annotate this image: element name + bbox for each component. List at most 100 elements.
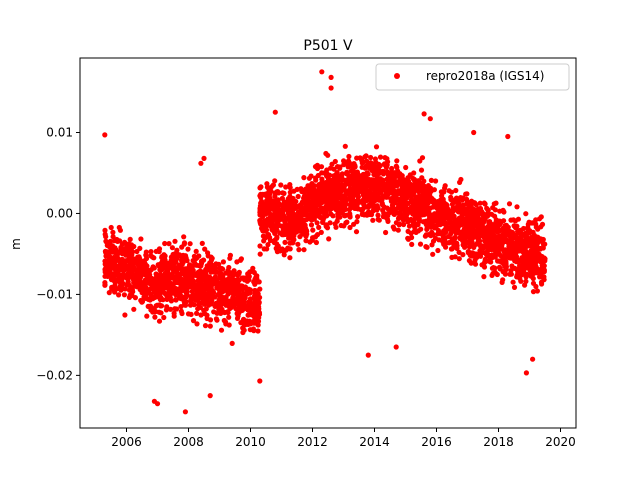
- data-point: [311, 191, 317, 198]
- data-point: [349, 168, 355, 174]
- data-point: [534, 288, 541, 294]
- data-point: [439, 210, 445, 216]
- data-point: [409, 218, 416, 225]
- data-point: [137, 245, 143, 251]
- data-point: [261, 225, 267, 231]
- data-point: [344, 219, 350, 225]
- data-point: [208, 257, 214, 263]
- data-point: [113, 268, 119, 274]
- data-point: [285, 196, 291, 202]
- data-point: [301, 195, 307, 201]
- data-point: [416, 216, 422, 222]
- data-point: [202, 323, 209, 329]
- data-point: [321, 214, 327, 220]
- data-point: [537, 274, 543, 280]
- data-point: [441, 235, 447, 241]
- data-point: [274, 197, 280, 203]
- data-point: [485, 234, 491, 240]
- data-point: [372, 164, 378, 170]
- data-point: [287, 189, 293, 195]
- data-point: [499, 279, 505, 285]
- data-point: [529, 239, 535, 246]
- data-point: [480, 219, 487, 226]
- data-point: [111, 262, 117, 268]
- data-point: [410, 211, 416, 217]
- data-point: [469, 239, 475, 245]
- data-point: [180, 259, 186, 265]
- data-point: [488, 259, 494, 265]
- data-point: [452, 234, 458, 241]
- data-point: [198, 160, 204, 166]
- data-point: [395, 227, 401, 233]
- data-point: [175, 265, 181, 271]
- data-point: [265, 232, 272, 238]
- data-point: [163, 282, 169, 288]
- data-point: [291, 222, 297, 229]
- data-point: [480, 212, 486, 218]
- data-point: [121, 292, 127, 298]
- data-point: [473, 207, 479, 213]
- data-point: [275, 243, 281, 249]
- data-point: [493, 235, 499, 241]
- data-point: [365, 209, 372, 215]
- data-point: [412, 203, 418, 209]
- data-point: [505, 133, 511, 140]
- data-point: [153, 271, 159, 277]
- data-point: [281, 213, 287, 219]
- data-point: [245, 271, 251, 277]
- data-point: [194, 290, 200, 296]
- data-point: [453, 228, 459, 234]
- data-point: [188, 275, 195, 281]
- data-point: [449, 201, 455, 207]
- data-point: [362, 154, 368, 160]
- data-point: [456, 256, 462, 262]
- data-point: [315, 193, 321, 199]
- data-point: [484, 230, 490, 236]
- data-point: [250, 326, 256, 332]
- data-point: [221, 317, 227, 324]
- data-point: [263, 219, 269, 225]
- data-point: [514, 236, 520, 242]
- data-point: [360, 197, 367, 203]
- data-point: [359, 160, 365, 166]
- data-point: [333, 181, 339, 187]
- data-point: [323, 203, 329, 209]
- data-point: [493, 252, 499, 258]
- data-point: [341, 194, 348, 200]
- data-point: [409, 193, 415, 199]
- data-point: [173, 290, 179, 296]
- data-point: [490, 265, 496, 271]
- data-point: [391, 211, 397, 217]
- data-point: [515, 246, 521, 252]
- data-point: [355, 214, 361, 220]
- data-point: [141, 258, 147, 264]
- data-point: [327, 199, 333, 205]
- data-point: [208, 301, 214, 307]
- data-point: [464, 231, 470, 237]
- data-point: [312, 234, 319, 240]
- data-point: [393, 344, 399, 350]
- data-point: [252, 287, 258, 294]
- data-point: [176, 274, 182, 280]
- data-point: [542, 256, 548, 262]
- y-tick-label: 0.01: [46, 125, 73, 139]
- data-point: [131, 243, 137, 250]
- data-point: [277, 230, 283, 236]
- data-point: [335, 208, 341, 214]
- data-point: [347, 181, 353, 188]
- data-point: [510, 279, 516, 285]
- data-point: [422, 233, 428, 239]
- data-point: [533, 221, 539, 227]
- data-point: [383, 229, 389, 236]
- data-point: [379, 200, 385, 206]
- data-point: [237, 304, 243, 310]
- data-point: [267, 237, 273, 244]
- data-point: [374, 174, 380, 180]
- data-point: [500, 269, 506, 275]
- data-point: [166, 260, 172, 266]
- data-point: [354, 219, 360, 225]
- data-point: [303, 238, 309, 244]
- data-point: [177, 292, 183, 298]
- data-point: [156, 318, 163, 324]
- data-point: [171, 313, 177, 319]
